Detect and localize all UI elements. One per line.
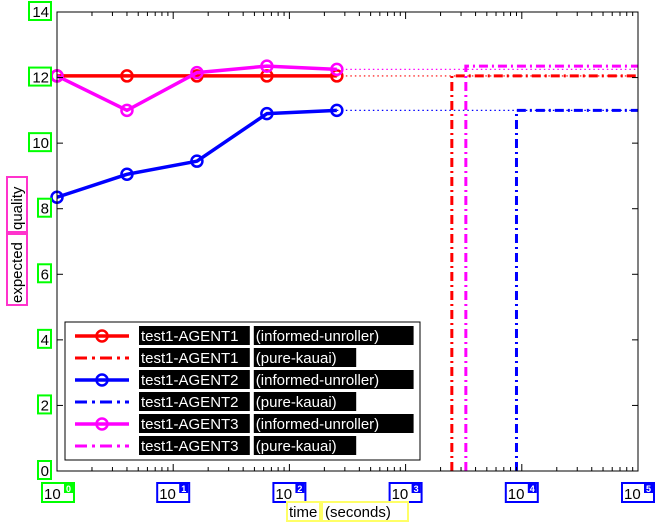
legend-method-bg-5: [253, 436, 357, 455]
y-tick-box-0: [37, 460, 52, 480]
series-2-marker-1: [120, 167, 134, 182]
x-tick-exp-3: 3: [414, 484, 419, 494]
series-0-marker-4: [330, 69, 344, 83]
y-tick-label-7: 14: [32, 4, 49, 21]
y-tick-box-3: [37, 263, 52, 284]
x-tick-exp-2: 2: [297, 484, 302, 494]
x-axis-label-word-1: time: [289, 504, 317, 521]
y-tick-label-3: 6: [41, 266, 49, 283]
x-tick-exp-4: 4: [530, 484, 535, 494]
y-tick-label-1: 2: [41, 397, 49, 414]
x-tick-exp-5: 5: [646, 484, 651, 494]
series-0-marker-1: [120, 69, 134, 83]
x-tick-box-0: [41, 482, 75, 503]
y-tick-box-2: [37, 328, 52, 349]
y-tick-box-4: [37, 197, 52, 218]
x-tick-label-1: 10: [159, 486, 176, 503]
series-5-line: [464, 64, 638, 471]
y-tick-box-7: [28, 1, 52, 21]
legend-method-0: (informed-unroller): [256, 328, 379, 345]
series-2-marker-2: [190, 154, 204, 168]
legend-method-3: (pure-kauai): [256, 394, 337, 411]
legend-name-3: test1-AGENT2: [141, 394, 239, 411]
legend-name-1: test1-AGENT1: [141, 350, 239, 367]
series-2-marker-3: [260, 106, 274, 121]
x-tick-label-3: 10: [392, 486, 409, 503]
series-4-marker-4: [330, 62, 344, 77]
x-tick-exp-box-0: [64, 483, 73, 493]
y-axis-label-word-2: quality: [9, 186, 26, 230]
legend-method-bg-4: [253, 414, 414, 433]
series-4-marker-1: [120, 103, 134, 118]
x-tick-label-2: 10: [275, 486, 292, 503]
x-tick-box-5: [621, 482, 655, 503]
legend-method-1: (pure-kauai): [256, 350, 337, 367]
plot-lines: [50, 59, 638, 471]
x-tick-exp-box-1: [179, 483, 189, 493]
series-3-line: [514, 108, 638, 471]
legend-method-bg-1: [253, 348, 357, 367]
x-tick-box-4: [504, 482, 539, 503]
y-tick-box-1: [37, 394, 52, 415]
x-tick-label-5: 10: [624, 486, 641, 503]
y-tick-label-0: 0: [41, 463, 49, 480]
legend: test1-AGENT1 (informed-unroller) test1-AGE…: [64, 321, 421, 461]
y-axis-label-box-1: [6, 233, 28, 306]
y-axis-label: expected quality: [6, 176, 28, 306]
series-2-line: [56, 108, 337, 199]
series-4-marker-2: [190, 65, 204, 80]
x-axis-label-box-2: [321, 501, 409, 522]
legend-method-bg-2: [253, 370, 414, 389]
legend-name-bg-4: [139, 414, 250, 433]
legend-method-bg-0: [253, 326, 414, 345]
legend-marker-0: [95, 329, 109, 343]
legend-name-bg-2: [139, 370, 250, 389]
x-axis-label-word-2: (seconds): [325, 504, 391, 521]
y-tick-box-6: [28, 66, 52, 87]
y-axis-label-box-2: [6, 176, 28, 233]
series-4-marker-3: [260, 59, 274, 73]
x-tick-label-0: 10: [44, 486, 61, 503]
x-axis-label: time (seconds): [286, 501, 409, 522]
x-tick-exp-box-5: [644, 483, 653, 493]
y-tick-label-5: 10: [32, 135, 49, 152]
legend-method-bg-3: [253, 392, 357, 411]
legend-marker-2: [95, 373, 109, 387]
legend-name-bg-3: [139, 392, 250, 411]
y-tick-box-5: [28, 132, 52, 153]
legend-marker-4: [95, 417, 109, 431]
legend-name-bg-5: [139, 436, 250, 455]
legend-name-bg-1: [139, 348, 250, 367]
legend-name-4: test1-AGENT3: [141, 416, 239, 433]
x-tick-exp-1: 1: [181, 484, 186, 494]
legend-name-0: test1-AGENT1: [141, 328, 239, 345]
legend-name-5: test1-AGENT3: [141, 438, 239, 455]
y-tick-label-2: 4: [41, 332, 49, 349]
x-tick-box-1: [156, 482, 191, 503]
x-tick-label-4: 10: [508, 486, 525, 503]
y-axis-label-word-1: expected: [9, 242, 26, 303]
x-tick-exp-0: 0: [66, 484, 71, 494]
x-tick-exp-box-3: [411, 483, 421, 493]
legend-method-2: (informed-unroller): [256, 372, 379, 389]
series-4-line: [56, 64, 337, 113]
x-tick-exp-box-2: [295, 483, 305, 493]
x-tick-exp-box-4: [527, 483, 537, 493]
series-1-line: [450, 74, 638, 471]
series-2-marker-4: [330, 103, 344, 118]
legend-name-bg-0: [139, 326, 250, 345]
plot-frame: [56, 11, 639, 472]
legend-method-4: (informed-unroller): [256, 416, 379, 433]
y-tick-label-6: 12: [32, 70, 49, 87]
x-axis-label-box-1: [286, 501, 321, 522]
y-tick-label-4: 8: [41, 201, 49, 218]
legend-method-5: (pure-kauai): [256, 438, 337, 455]
legend-name-2: test1-AGENT2: [141, 372, 239, 389]
